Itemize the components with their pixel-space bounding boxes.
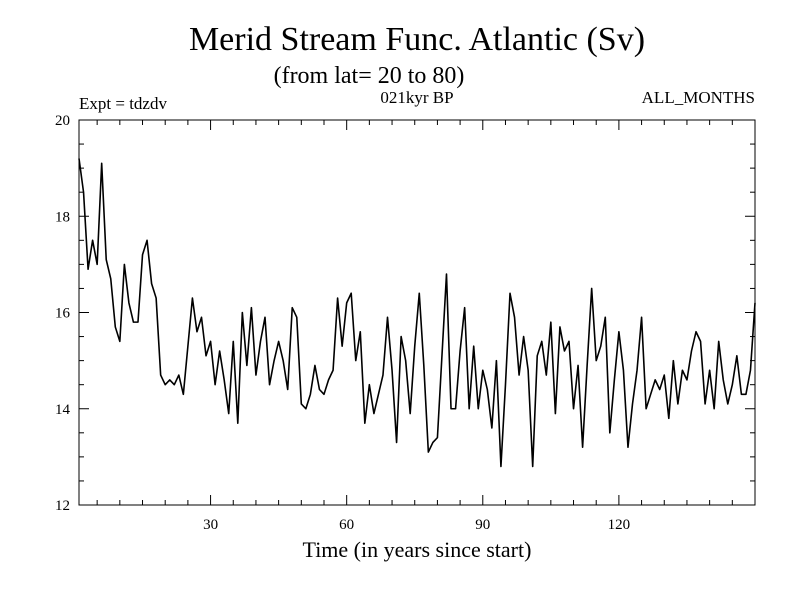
experiment-label: Expt = tdzdv [79,94,167,113]
y-tick-label: 14 [55,402,71,418]
months-label: ALL_MONTHS [642,88,755,107]
x-tick-labels: 30 60 90 120 [203,517,630,533]
x-tick-label: 60 [339,517,354,533]
x-axis-label: Time (in years since start) [303,537,532,562]
x-tick-label: 30 [203,517,218,533]
x-tick-label: 90 [475,517,490,533]
axis-ticks [79,119,756,506]
series-line [78,158,756,468]
y-tick-labels: 12 14 16 18 20 [55,113,71,514]
chart-title: Merid Stream Func. Atlantic (Sv) [189,21,645,58]
period-label: 021kyr BP [380,88,453,107]
y-tick-label: 20 [55,113,70,129]
x-tick-label: 120 [608,517,631,533]
y-tick-label: 12 [55,498,70,514]
y-tick-label: 16 [55,306,71,322]
y-tick-label: 18 [55,209,70,225]
chart-subtitle: (from lat= 20 to 80) [274,63,465,89]
